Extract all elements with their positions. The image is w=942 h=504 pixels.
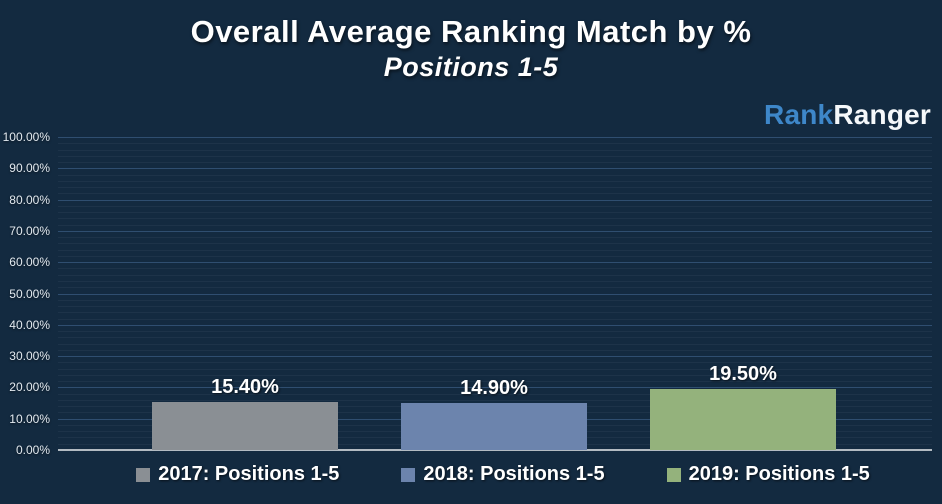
- gridline-minor: [58, 312, 932, 314]
- legend-swatch: [666, 467, 681, 482]
- gridline-minor: [58, 399, 932, 401]
- gridline-minor: [58, 155, 932, 157]
- x-axis-line: [58, 449, 932, 451]
- y-axis-tick-label: 40.00%: [9, 317, 50, 332]
- logo-rank-text: Rank: [764, 99, 834, 130]
- gridline-minor: [58, 237, 932, 239]
- gridline-minor: [58, 274, 932, 276]
- gridline-minor: [58, 162, 932, 164]
- gridline-minor: [58, 205, 932, 207]
- gridline-major: [58, 356, 932, 358]
- gridline-minor: [58, 306, 932, 308]
- bar-2019: [650, 388, 836, 450]
- legend-item-label: 2019: Positions 1-5: [688, 463, 870, 485]
- logo-ranger-text: Ranger: [833, 99, 931, 130]
- gridline-minor: [58, 174, 932, 176]
- gridline-minor: [58, 224, 932, 226]
- chart-subtitle: Positions 1-5: [383, 52, 559, 82]
- y-axis-tick-label: 20.00%: [9, 380, 50, 395]
- plot-area: [58, 137, 932, 451]
- gridline-major: [58, 387, 932, 389]
- y-axis-tick-label: 60.00%: [9, 255, 50, 270]
- gridline-minor: [58, 368, 932, 370]
- gridline-minor: [58, 212, 932, 214]
- legend-item: 2019: Positions 1-5: [666, 463, 870, 486]
- legend-item: 2017: Positions 1-5: [136, 463, 339, 486]
- legend-item-label: 2017: Positions 1-5: [158, 463, 340, 485]
- gridline-major: [58, 137, 932, 138]
- gridline-minor: [58, 287, 932, 289]
- y-axis-tick-label: 90.00%: [9, 161, 50, 176]
- gridline-minor: [58, 218, 932, 220]
- gridline-major: [58, 262, 932, 264]
- gridline-minor: [58, 255, 932, 257]
- gridline-major: [58, 199, 932, 201]
- chart-title: Overall Average Ranking Match by %: [190, 14, 752, 49]
- gridline-minor: [58, 362, 932, 364]
- legend: 2017: Positions 1-5 2018: Positions 1-5 20…: [64, 463, 942, 486]
- legend-item-label: 2018: Positions 1-5: [423, 463, 605, 485]
- gridline-minor: [58, 318, 932, 320]
- gridline-major: [58, 168, 932, 170]
- bar-value-label: 15.40%: [211, 375, 279, 398]
- gridline-major: [58, 324, 932, 326]
- gridline-minor: [58, 143, 932, 145]
- gridline-minor: [58, 187, 932, 189]
- gridline-minor: [58, 349, 932, 351]
- y-axis-tick-label: 100.00%: [2, 130, 50, 144]
- gridline-minor: [58, 374, 932, 376]
- y-axis-tick-label: 70.00%: [9, 223, 50, 238]
- bar-2017: [152, 401, 338, 450]
- legend-swatch: [136, 467, 151, 482]
- gridline-minor: [58, 280, 932, 282]
- rankranger-logo: RankRanger: [764, 99, 931, 131]
- gridline-minor: [58, 149, 932, 151]
- y-axis-tick-label: 30.00%: [9, 349, 50, 364]
- y-axis-tick-label: 50.00%: [9, 286, 50, 301]
- legend-item: 2018: Positions 1-5: [401, 463, 605, 486]
- bar-value-label: 14.90%: [460, 377, 528, 400]
- gridline-minor: [58, 299, 932, 301]
- y-axis-tick-label: 80.00%: [9, 192, 50, 207]
- gridline-minor: [58, 331, 932, 333]
- gridline-major: [58, 230, 932, 232]
- gridline-minor: [58, 180, 932, 182]
- gridline-minor: [58, 393, 932, 395]
- y-axis-tick-label: 10.00%: [9, 411, 50, 426]
- gridline-minor: [58, 381, 932, 383]
- bar-value-label: 19.50%: [709, 362, 777, 385]
- gridline-minor: [58, 268, 932, 270]
- gridline-minor: [58, 343, 932, 345]
- y-axis-tick-label: 0.00%: [15, 443, 50, 457]
- bar-2018: [401, 403, 587, 450]
- gridline-minor: [58, 193, 932, 195]
- gridline-major: [58, 293, 932, 295]
- gridline-minor: [58, 337, 932, 339]
- gridline-minor: [58, 243, 932, 245]
- legend-swatch: [401, 467, 416, 482]
- gridline-minor: [58, 249, 932, 251]
